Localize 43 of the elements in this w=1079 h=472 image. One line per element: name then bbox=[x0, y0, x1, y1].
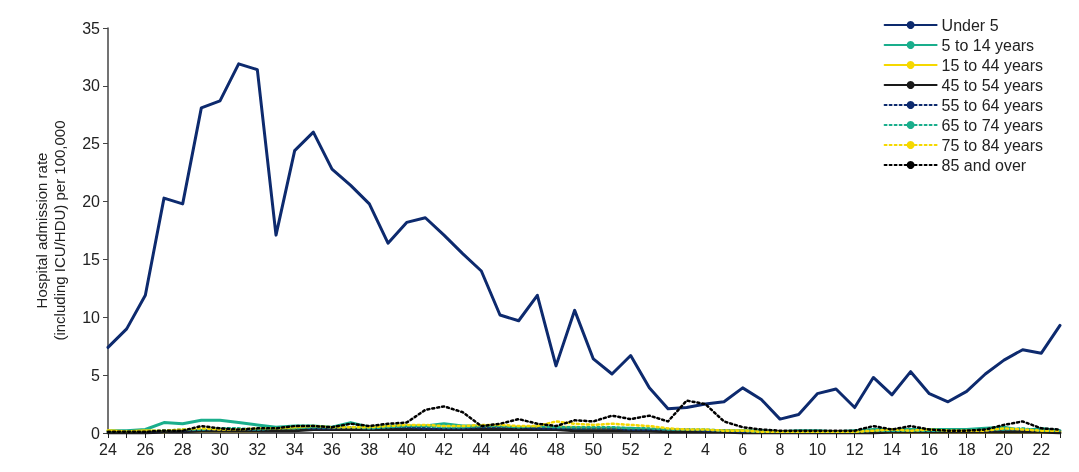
x-tick-label: 44 bbox=[472, 440, 491, 458]
x-tick-label: 48 bbox=[547, 440, 565, 458]
y-tick-label: 5 bbox=[91, 366, 101, 384]
x-tick-label: 22 bbox=[1032, 440, 1051, 458]
x-tick-label: 16 bbox=[920, 440, 939, 458]
x-tick-label: 8 bbox=[775, 440, 785, 458]
y-tick-label: 0 bbox=[91, 424, 101, 442]
legend-label: 5 to 14 years bbox=[941, 36, 1035, 54]
y-tick-label: 15 bbox=[82, 250, 101, 268]
y-tick-label: 20 bbox=[82, 193, 101, 211]
x-tick-label: 36 bbox=[323, 440, 341, 458]
x-tick-label: 30 bbox=[211, 440, 229, 458]
y-tick-label: 25 bbox=[82, 135, 101, 153]
y-tick-label: 10 bbox=[82, 308, 101, 326]
x-tick-label: 4 bbox=[700, 440, 710, 458]
x-tick-label: 42 bbox=[435, 440, 453, 458]
x-tick-label: 10 bbox=[808, 440, 827, 458]
x-tick-label: 46 bbox=[509, 440, 528, 458]
legend-label: Under 5 bbox=[941, 16, 999, 34]
legend-label: 15 to 44 years bbox=[941, 56, 1044, 74]
x-tick-label: 26 bbox=[136, 440, 155, 458]
x-tick-label: 18 bbox=[957, 440, 976, 458]
y-tick-label: 35 bbox=[82, 19, 101, 37]
legend-label: 45 to 54 years bbox=[941, 76, 1044, 94]
x-tick-label: 52 bbox=[621, 440, 640, 458]
legend-label: 85 and over bbox=[941, 156, 1027, 174]
legend-label: 55 to 64 years bbox=[941, 96, 1044, 114]
x-tick-label: 12 bbox=[845, 440, 864, 458]
x-tick-label: 20 bbox=[995, 440, 1013, 458]
x-tick-label: 6 bbox=[738, 440, 748, 458]
x-tick-label: 50 bbox=[584, 440, 603, 458]
x-tick-label: 14 bbox=[883, 440, 901, 458]
y-tick-label: 30 bbox=[82, 77, 101, 95]
y-axis-title: Hospital admission rate (including ICU/HDU) per 100,000 bbox=[32, 120, 68, 341]
x-tick-label: 2 bbox=[663, 440, 673, 458]
x-tick-label: 40 bbox=[397, 440, 416, 458]
x-tick-label: 24 bbox=[99, 440, 117, 458]
legend-label: 65 to 74 years bbox=[941, 116, 1044, 134]
x-tick-label: 28 bbox=[173, 440, 192, 458]
x-tick-label: 38 bbox=[360, 440, 379, 458]
x-tick-label: 32 bbox=[248, 440, 267, 458]
x-tick-label: 34 bbox=[285, 440, 304, 458]
legend-label: 75 to 84 years bbox=[941, 136, 1044, 154]
